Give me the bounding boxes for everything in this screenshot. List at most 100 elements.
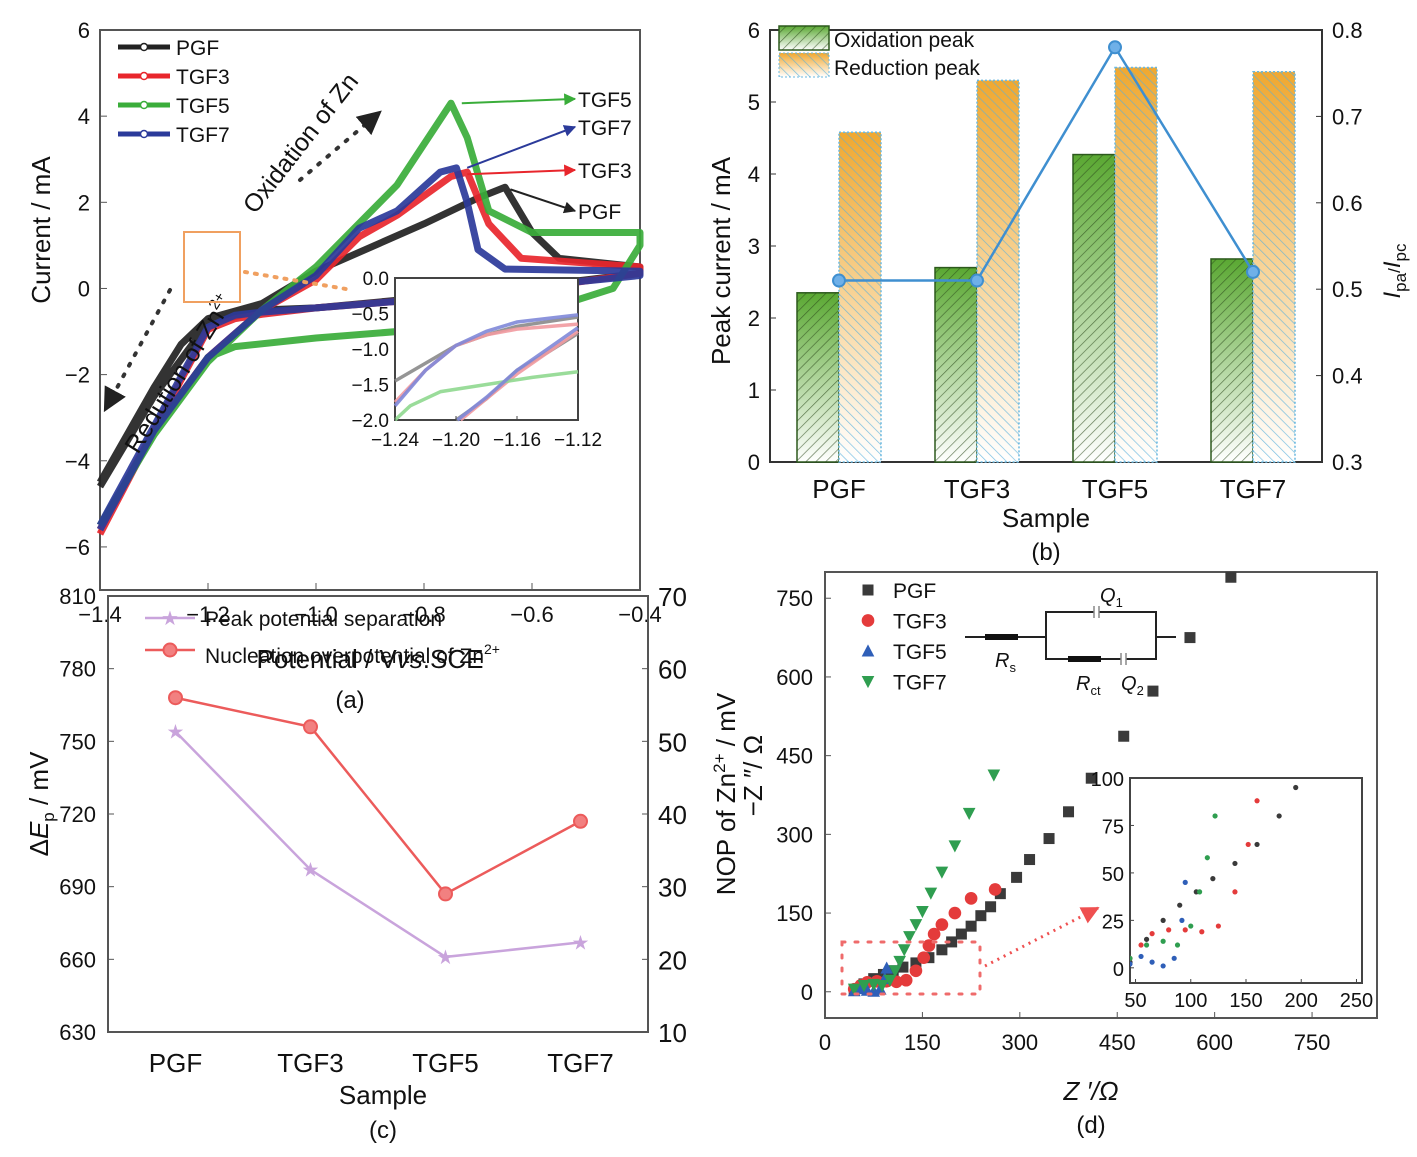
x-tick-label: TGF7	[1220, 474, 1286, 504]
y-tick-label: 780	[59, 657, 96, 682]
y-tick-label: 0	[748, 450, 760, 475]
inset-point	[1245, 841, 1251, 848]
label-q2: Q2	[1121, 673, 1144, 698]
ratio-line	[839, 44, 1255, 282]
bar-reduction-hatch	[839, 132, 881, 463]
x-tick-label: −1.4	[78, 602, 121, 627]
y-tick-label: 450	[776, 744, 813, 769]
peak-label: PGF	[578, 201, 621, 224]
legend-label: TGF7	[893, 672, 947, 695]
legend-marker	[139, 42, 149, 52]
inset-point	[1160, 917, 1166, 923]
panel-label: (c)	[369, 1117, 397, 1144]
inset-point	[1149, 959, 1155, 965]
wire	[1045, 637, 1157, 660]
legend-label: Oxidation peak	[834, 29, 975, 52]
y-tick-label: 3	[748, 234, 760, 259]
ratio-point	[1108, 40, 1122, 55]
square-marker	[985, 901, 997, 913]
equivalent-circuit: Rs Rct Q1 Q2	[965, 585, 1176, 698]
inset-point	[1143, 942, 1150, 948]
square-marker	[975, 910, 987, 922]
inset-point	[1138, 942, 1144, 948]
inset-point	[1143, 936, 1150, 942]
inset-y-tick-label: 50	[1102, 864, 1124, 886]
x-axis-title: Potential / Vvs.SCE	[257, 644, 484, 674]
inset-point	[1188, 923, 1194, 929]
square-marker	[1063, 806, 1075, 818]
x-tick-label: −0.4	[618, 602, 661, 627]
bar-reduction-hatch	[1253, 71, 1295, 462]
inset-point	[1130, 961, 1133, 967]
square-marker	[877, 968, 889, 980]
inset-point	[1215, 923, 1221, 929]
reduction-annotation: Redution of Zn2+	[118, 289, 239, 458]
triangle-down-marker	[883, 974, 897, 987]
inset-x-tick-label: 250	[1340, 990, 1373, 1012]
x-tick-label: 150	[904, 1030, 941, 1055]
y2-tick-label: 0.5	[1332, 277, 1363, 302]
circle-marker	[909, 964, 923, 978]
inset-x-tick-label: −1.20	[432, 430, 480, 451]
inset-point	[1182, 879, 1188, 885]
zoom-box	[840, 940, 982, 996]
circle-marker	[861, 614, 875, 627]
bar-oxidation-hatch	[935, 267, 977, 462]
y-tick-label: 6	[748, 18, 760, 43]
triangle-down-marker	[893, 955, 907, 968]
panel-label: (d)	[1076, 1112, 1105, 1139]
y-tick-label: 0	[78, 276, 90, 301]
square-marker	[965, 920, 977, 932]
legend-label: PGF	[176, 37, 219, 60]
label-rs: Rs	[995, 650, 1016, 675]
circle-marker	[899, 973, 913, 987]
panel-c: 630 660 690 720 750 780 810 10 20 30 40 50 60 70 PGF TG…	[24, 582, 741, 1144]
y-tick-label: 750	[59, 729, 96, 754]
inset-point	[1138, 953, 1144, 960]
bar-oxidation-hatch	[797, 292, 839, 462]
inset-y-tick-label: 100	[1091, 769, 1124, 791]
triangle-down-marker	[909, 919, 923, 932]
inset-point	[1174, 942, 1181, 948]
inset-x-tick-label: −1.16	[493, 430, 541, 451]
capacitor-gap	[1121, 652, 1126, 666]
triangle-up-marker	[880, 961, 894, 974]
inset-points	[1130, 784, 1299, 969]
inset-y-tick-label: −0.5	[351, 305, 389, 326]
inset-x-tick-label: −1.24	[371, 430, 420, 451]
y-axis-title: Peak current / mA	[706, 156, 736, 365]
legend-label: TGF5	[893, 641, 947, 664]
inset-point	[1232, 889, 1238, 895]
x-tick-label: TGF7	[547, 1048, 613, 1078]
x-tick-label: TGF5	[412, 1048, 478, 1078]
square-marker	[1043, 833, 1055, 845]
inset-point	[1232, 860, 1238, 867]
circle-marker	[168, 690, 183, 706]
circle-marker	[438, 886, 453, 902]
reduction-arrow	[103, 288, 172, 413]
triangle-down-marker	[987, 769, 1001, 782]
square-marker	[1118, 730, 1130, 742]
oxidation-annotation: Oxidation of Zn	[238, 68, 364, 219]
y-tick-label: 810	[59, 584, 96, 609]
plot-frame	[99, 29, 641, 591]
y-tick-label: 0	[801, 980, 813, 1005]
ratio-point	[970, 273, 984, 288]
inset-point	[1204, 855, 1210, 861]
square-marker	[1085, 772, 1097, 784]
x-axis-title: Sample	[339, 1080, 427, 1110]
capacitor-gap	[1094, 605, 1099, 619]
circle-marker	[927, 927, 941, 941]
inset-y-tick-label: −1.5	[351, 376, 389, 397]
square-marker	[862, 584, 874, 596]
x-tick-label: 750	[1294, 1030, 1331, 1055]
inset-point	[1179, 917, 1185, 923]
oxidation-arrow	[298, 110, 382, 182]
inset-point	[1254, 841, 1260, 848]
x-tick-label: TGF5	[1082, 474, 1148, 504]
x-tick-label: PGF	[812, 474, 865, 504]
panel-label: (b)	[1031, 539, 1060, 566]
y2-axis-title: NOP of Zn2+ / mV	[710, 692, 741, 895]
inset-point	[1210, 876, 1216, 882]
